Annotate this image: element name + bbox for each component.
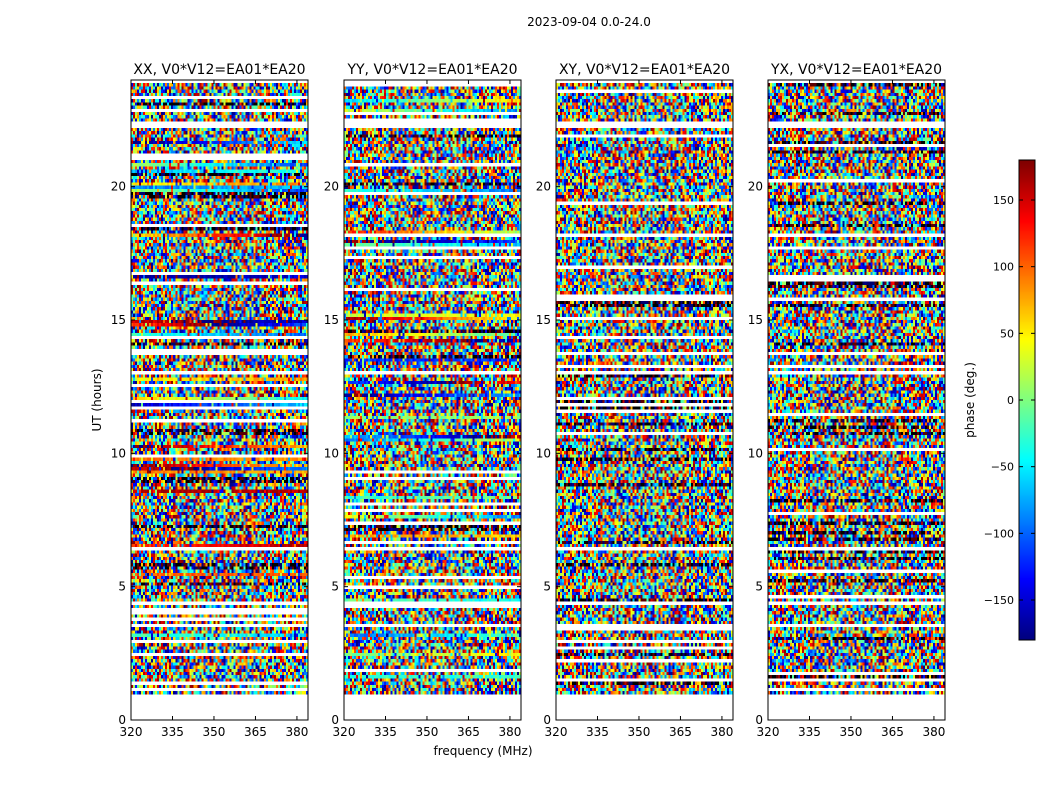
x-tick-label: 365 xyxy=(669,725,692,739)
colorbar-tick-label: −50 xyxy=(991,461,1014,474)
y-tick-label: 10 xyxy=(748,446,763,460)
panel-3: XY, V0*V12=EA01*EA20 320 335 350 365 380 0 5 10 1… xyxy=(536,62,734,739)
colorbar-gradient xyxy=(1019,160,1035,640)
panels-group: XX, V0*V12=EA01*EA20 320 335 350 365 380 0 5 10 1… xyxy=(111,62,946,739)
y-tick-label: 5 xyxy=(755,580,763,594)
x-tick-label: 320 xyxy=(120,725,143,739)
y-tick-label: 15 xyxy=(111,313,126,327)
x-tick-label: 380 xyxy=(710,725,733,739)
x-tick-label: 335 xyxy=(586,725,609,739)
y-axis-label: UT (hours) xyxy=(90,368,104,431)
y-tick-label: 10 xyxy=(324,446,339,460)
x-tick-label: 335 xyxy=(161,725,184,739)
panel-frame xyxy=(767,79,946,721)
y-tick-label: 0 xyxy=(118,713,126,727)
y-tick-label: 5 xyxy=(331,580,339,594)
colorbar-tick-label: −150 xyxy=(984,594,1014,607)
panel-title: XY, V0*V12=EA01*EA20 xyxy=(559,62,730,78)
colorbar-tick-label: 0 xyxy=(1007,394,1014,407)
y-tick-label: 0 xyxy=(543,713,551,727)
y-tick-label: 0 xyxy=(331,713,339,727)
x-axis-label: frequency (MHz) xyxy=(433,744,532,758)
y-tick-label: 15 xyxy=(536,313,551,327)
x-tick-label: 350 xyxy=(840,725,863,739)
phase-heatmap xyxy=(131,80,308,720)
y-tick-label: 20 xyxy=(111,180,126,194)
x-tick-label: 320 xyxy=(333,725,356,739)
figure-suptitle: 2023-09-04 0.0-24.0 xyxy=(527,15,651,29)
x-tick-label: 350 xyxy=(416,725,439,739)
x-tick-label: 350 xyxy=(203,725,226,739)
panel-frame xyxy=(555,79,734,721)
x-tick-label: 365 xyxy=(457,725,480,739)
y-tick-label: 15 xyxy=(324,313,339,327)
colorbar-tick-label: 150 xyxy=(993,194,1014,207)
y-tick-label: 20 xyxy=(748,180,763,194)
x-tick-label: 350 xyxy=(628,725,651,739)
colorbar-tick-label: −100 xyxy=(984,527,1014,540)
phase-heatmap xyxy=(556,80,733,720)
colorbar-tick-label: 100 xyxy=(993,261,1014,274)
y-tick-label: 5 xyxy=(118,580,126,594)
y-tick-label: 15 xyxy=(748,313,763,327)
y-tick-label: 5 xyxy=(543,580,551,594)
y-tick-label: 20 xyxy=(536,180,551,194)
y-tick-label: 0 xyxy=(755,713,763,727)
x-tick-label: 320 xyxy=(757,725,780,739)
panel-4: YX, V0*V12=EA01*EA20 320 335 350 365 380 0 5 10 1… xyxy=(748,62,946,739)
x-tick-label: 365 xyxy=(881,725,904,739)
panel-1: XX, V0*V12=EA01*EA20 320 335 350 365 380 0 5 10 1… xyxy=(111,62,309,739)
x-tick-label: 380 xyxy=(922,725,945,739)
y-tick-label: 10 xyxy=(536,446,551,460)
phase-heatmap xyxy=(344,80,521,720)
panel-2: YY, V0*V12=EA01*EA20 320 335 350 365 380 0 5 10 1… xyxy=(324,62,522,739)
panel-frame xyxy=(343,79,522,721)
y-tick-label: 10 xyxy=(111,446,126,460)
colorbar: −150 −100 −50 0 50 100 150 xyxy=(984,159,1036,641)
panel-title: YX, V0*V12=EA01*EA20 xyxy=(770,62,942,78)
x-tick-label: 320 xyxy=(545,725,568,739)
x-tick-label: 380 xyxy=(498,725,521,739)
x-tick-label: 335 xyxy=(374,725,397,739)
x-tick-label: 335 xyxy=(798,725,821,739)
x-tick-label: 365 xyxy=(244,725,267,739)
x-tick-label: 380 xyxy=(285,725,308,739)
phase-heatmap xyxy=(768,80,945,720)
y-tick-label: 20 xyxy=(324,180,339,194)
panel-title: XX, V0*V12=EA01*EA20 xyxy=(133,62,305,78)
panel-frame xyxy=(130,79,309,721)
panel-title: YY, V0*V12=EA01*EA20 xyxy=(346,62,517,78)
colorbar-tick-label: 50 xyxy=(1000,327,1014,340)
colorbar-label: phase (deg.) xyxy=(963,362,977,438)
